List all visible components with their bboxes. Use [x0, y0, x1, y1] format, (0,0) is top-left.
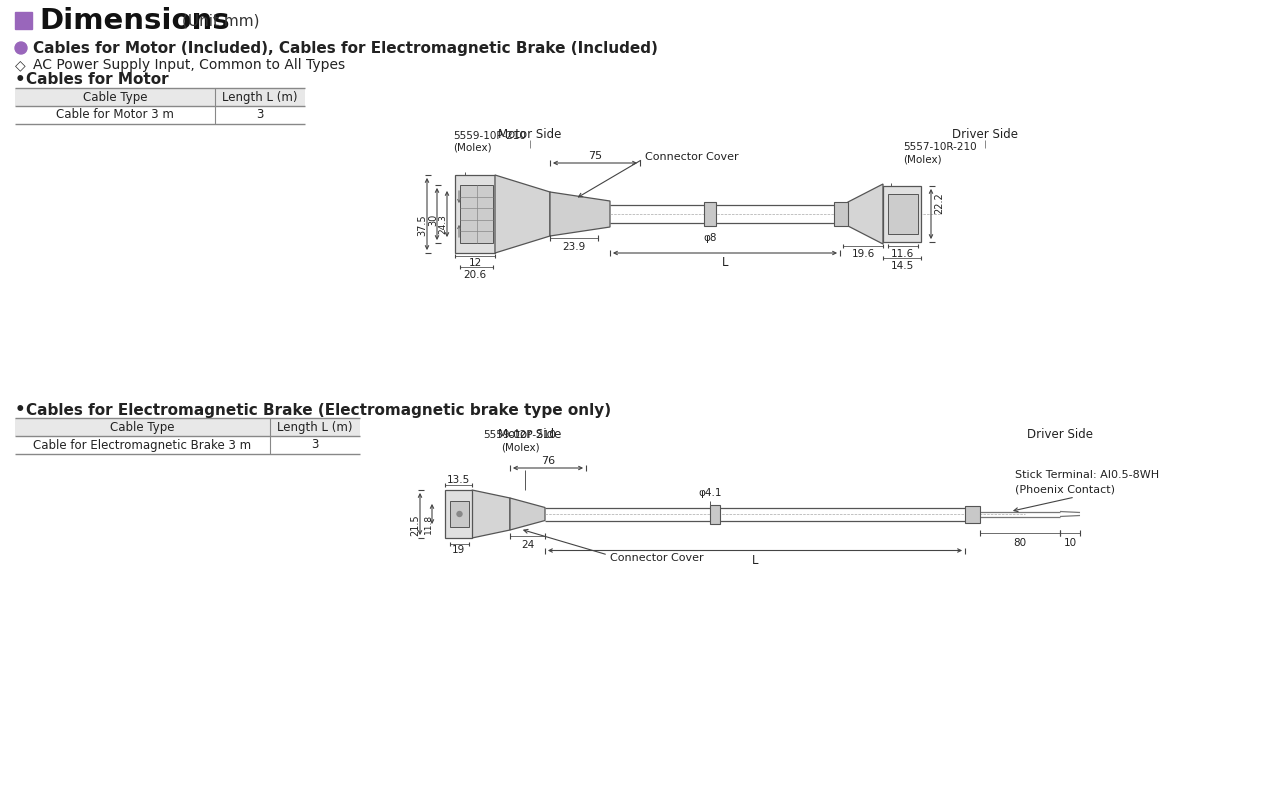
- Text: 13.5: 13.5: [447, 475, 470, 485]
- Text: 24.3: 24.3: [439, 214, 448, 234]
- Bar: [704, 202, 716, 226]
- Text: 10: 10: [1064, 537, 1076, 548]
- Bar: [15, 12, 32, 29]
- Polygon shape: [495, 175, 550, 253]
- Text: Cable Type: Cable Type: [83, 91, 147, 103]
- Text: 23.9: 23.9: [562, 242, 586, 252]
- Text: Motor Side: Motor Side: [498, 429, 562, 441]
- Bar: [15, 88, 305, 106]
- Bar: [710, 505, 719, 523]
- Text: 5559-02P-210
(Molex): 5559-02P-210 (Molex): [484, 430, 557, 452]
- Text: 37.5: 37.5: [417, 214, 428, 235]
- Circle shape: [457, 511, 462, 517]
- Text: 20.6: 20.6: [463, 270, 486, 280]
- Polygon shape: [550, 192, 611, 236]
- Text: Cable for Electromagnetic Brake 3 m: Cable for Electromagnetic Brake 3 m: [33, 439, 252, 452]
- Text: 24: 24: [521, 540, 534, 549]
- Text: 12: 12: [468, 258, 481, 268]
- Circle shape: [15, 42, 27, 54]
- Bar: [965, 506, 980, 522]
- Text: AC Power Supply Input, Common to All Types: AC Power Supply Input, Common to All Typ…: [33, 58, 346, 72]
- Polygon shape: [472, 490, 509, 538]
- Text: Connector Cover: Connector Cover: [611, 553, 704, 563]
- Text: Cables for Motor: Cables for Motor: [26, 72, 169, 87]
- Text: 3: 3: [311, 439, 319, 452]
- Polygon shape: [849, 184, 883, 244]
- Text: ◇: ◇: [15, 58, 26, 72]
- Text: Dimensions: Dimensions: [38, 7, 229, 35]
- Bar: [445, 490, 472, 538]
- Text: •: •: [15, 401, 26, 419]
- Text: Motor Side: Motor Side: [498, 129, 562, 142]
- Text: Cables for Electromagnetic Brake (Electromagnetic brake type only): Cables for Electromagnetic Brake (Electr…: [26, 402, 611, 417]
- Text: L: L: [751, 554, 758, 567]
- Bar: [835, 202, 849, 226]
- Text: Cables for Motor (Included), Cables for Electromagnetic Brake (Included): Cables for Motor (Included), Cables for …: [33, 41, 658, 56]
- Text: (Unit mm): (Unit mm): [182, 14, 260, 29]
- Text: 75: 75: [588, 151, 602, 161]
- Text: 3: 3: [256, 108, 264, 122]
- Text: 11.6: 11.6: [891, 249, 914, 259]
- Bar: [460, 185, 493, 243]
- Text: 5557-10R-210
(Molex): 5557-10R-210 (Molex): [902, 142, 977, 164]
- Text: 19: 19: [452, 545, 465, 555]
- Text: 30: 30: [428, 214, 438, 227]
- Text: 80: 80: [1014, 537, 1027, 548]
- Text: Length L (m): Length L (m): [278, 421, 353, 433]
- Polygon shape: [509, 498, 545, 530]
- Text: Cable Type: Cable Type: [110, 421, 175, 433]
- Text: 21.5: 21.5: [410, 514, 420, 536]
- Text: L: L: [722, 255, 728, 269]
- Text: Stick Terminal: AI0.5-8WH: Stick Terminal: AI0.5-8WH: [1015, 470, 1160, 480]
- Text: (Phoenix Contact): (Phoenix Contact): [1015, 484, 1115, 494]
- Text: 14.5: 14.5: [891, 261, 914, 271]
- Bar: [454, 175, 495, 253]
- Text: Connector Cover: Connector Cover: [645, 152, 739, 162]
- Text: φ8: φ8: [703, 233, 717, 243]
- Text: •: •: [15, 71, 26, 89]
- Text: 22.2: 22.2: [934, 192, 945, 214]
- Text: φ4.1: φ4.1: [699, 487, 722, 498]
- Bar: [883, 186, 922, 242]
- Text: 5559-10P-210
(Molex): 5559-10P-210 (Molex): [453, 131, 526, 153]
- Text: Length L (m): Length L (m): [223, 91, 298, 103]
- Text: Driver Side: Driver Side: [1027, 429, 1093, 441]
- Text: 76: 76: [541, 456, 556, 466]
- Bar: [451, 501, 468, 527]
- Bar: [15, 418, 360, 436]
- Text: 11.8: 11.8: [424, 514, 433, 534]
- Text: Cable for Motor 3 m: Cable for Motor 3 m: [56, 108, 174, 122]
- Bar: [888, 194, 918, 234]
- Text: Driver Side: Driver Side: [952, 129, 1018, 142]
- Text: 19.6: 19.6: [851, 249, 874, 259]
